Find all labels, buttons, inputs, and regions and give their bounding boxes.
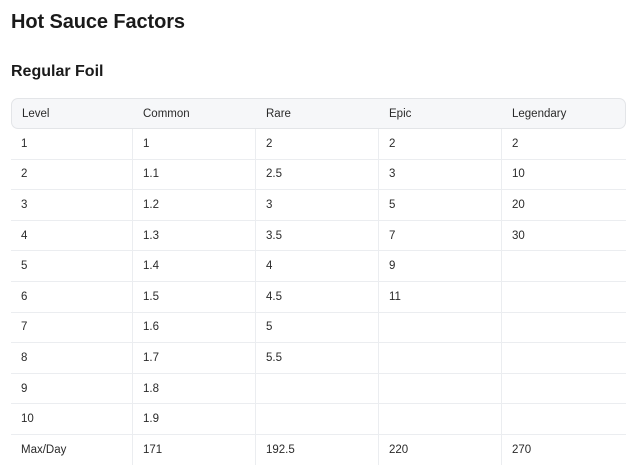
table-body: 1 1 2 2 2 2 1.1 2.5 3 10 3 1.2 3 5 20 4 1.3 3.5 7 30 5 1.4 4 9 6… <box>11 129 626 465</box>
table-header: Level Common Rare Epic Legendary <box>11 98 626 129</box>
table-cell-rare: 3.5 <box>256 220 379 252</box>
table-cell-common: 1.4 <box>133 251 256 282</box>
table-cell-legendary <box>502 282 626 313</box>
table-cell-level: 9 <box>11 373 133 405</box>
table-cell-rare: 4.5 <box>256 281 379 313</box>
table-row: 7 1.6 5 <box>11 312 626 344</box>
table-row: 6 1.5 4.5 11 <box>11 281 626 313</box>
table-row: 8 1.7 5.5 <box>11 343 626 374</box>
table-cell-common: 1.3 <box>133 220 256 252</box>
table-cell-epic <box>379 343 502 374</box>
table-cell-legendary: 2 <box>502 129 626 160</box>
table-cell-legendary: 270 <box>512 443 532 456</box>
table-cell-common: 1.8 <box>133 373 256 405</box>
table-cell-common: 1.1 <box>133 159 256 191</box>
table-cell-legendary: 20 <box>502 190 626 221</box>
table-row: 3 1.2 3 5 20 <box>11 190 626 221</box>
table-cell-common: 1.7 <box>133 343 256 374</box>
table-cell-legendary <box>502 374 626 405</box>
table-cell-common: 1 <box>133 129 256 160</box>
table-row: 2 1.1 2.5 3 10 <box>11 159 626 191</box>
table-cell-rare: 2.5 <box>256 159 379 191</box>
table-cell-level: 4 <box>11 220 133 252</box>
table-cell-common: 1.2 <box>133 190 256 221</box>
page-title: Hot Sauce Factors <box>11 11 185 33</box>
table-cell-epic <box>379 373 502 405</box>
table-cell-epic: 2 <box>379 129 502 160</box>
table-cell-epic <box>379 404 502 435</box>
table-cell-common: 1.6 <box>133 312 256 344</box>
table-cell-level: 8 <box>11 343 133 374</box>
table-cell-legendary <box>502 404 626 435</box>
column-header-rare: Rare <box>256 98 379 129</box>
table-cell-level: 7 <box>11 312 133 344</box>
section-title-regular-foil: Regular Foil <box>11 63 104 80</box>
table-cell-rare: 4 <box>256 251 379 282</box>
table-row: Max/Day 171 192.5 220 270 <box>11 434 626 465</box>
table-cell-legendary <box>502 251 626 282</box>
table-cell-common: 1.9 <box>133 404 256 435</box>
table-cell-level: 10 <box>11 404 133 435</box>
column-header-common: Common <box>133 98 256 129</box>
table-cell-level: 2 <box>11 159 133 191</box>
table-row: 10 1.9 <box>11 404 626 435</box>
table-cell-epic <box>379 312 502 344</box>
table-cell-rare: 3 <box>256 190 379 221</box>
table-cell-rare: 192.5 <box>256 434 379 465</box>
table-cell-common: 1.5 <box>133 281 256 313</box>
table-row: 9 1.8 <box>11 373 626 405</box>
table-cell-epic: 11 <box>379 281 502 313</box>
table-cell-common: 171 <box>133 434 256 465</box>
table-cell-rare: 2 <box>256 129 379 160</box>
table-cell-legendary <box>502 313 626 344</box>
table-cell-epic: 7 <box>379 220 502 252</box>
table-cell-level: 6 <box>11 281 133 313</box>
table-row: 5 1.4 4 9 <box>11 251 626 282</box>
column-header-legendary: Legendary <box>502 98 626 129</box>
table-cell-level: 1 <box>11 129 133 160</box>
table-cell-legendary: 30 <box>502 221 626 252</box>
column-header-level: Level <box>11 98 133 129</box>
column-header-epic: Epic <box>379 98 502 129</box>
table-cell-rare <box>256 404 379 435</box>
table-header-row: Level Common Rare Epic Legendary <box>11 98 626 129</box>
table-cell-level: 3 <box>11 190 133 221</box>
table-cell-legendary <box>502 343 626 374</box>
table-cell-rare: 5.5 <box>256 343 379 374</box>
table-cell-level: 5 <box>11 251 133 282</box>
table-cell-epic: 9 <box>379 251 502 282</box>
table-cell-level: Max/Day <box>11 434 133 465</box>
table-cell-epic: 220 <box>379 434 502 465</box>
table-cell-rare <box>256 373 379 405</box>
table-cell-rare: 5 <box>256 312 379 344</box>
table-cell-legendary: 10 <box>502 160 626 191</box>
table-cell-epic: 3 <box>379 159 502 191</box>
table-row: 4 1.3 3.5 7 30 <box>11 220 626 252</box>
table-cell-epic: 5 <box>379 190 502 221</box>
